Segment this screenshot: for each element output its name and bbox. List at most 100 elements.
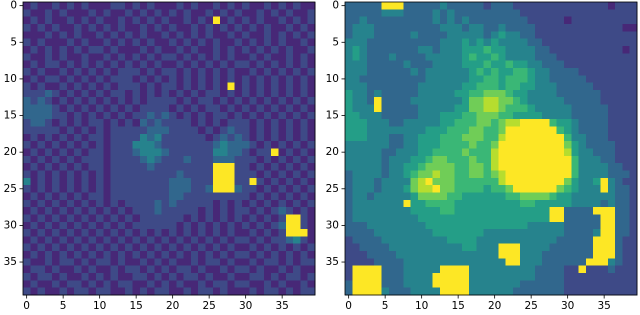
heatmap-cell [528, 258, 536, 266]
heatmap-cell [367, 61, 375, 69]
heatmap-cell [418, 39, 426, 47]
heatmap-cell [227, 163, 235, 171]
heatmap-cell [367, 192, 375, 200]
heatmap-cell [630, 31, 638, 39]
heatmap-cell [564, 2, 572, 10]
heatmap-cell [528, 170, 536, 178]
heatmap-cell [389, 61, 397, 69]
heatmap-cell [293, 97, 301, 105]
heatmap-cell [352, 251, 360, 259]
heatmap-cell [293, 46, 301, 54]
heatmap-cell [608, 244, 616, 252]
heatmap-cell [300, 149, 308, 157]
heatmap-cell [608, 53, 616, 61]
heatmap-cell [586, 170, 594, 178]
heatmap-cell [279, 244, 287, 252]
heatmap-cell [242, 134, 250, 142]
heatmap-cell [593, 207, 601, 215]
heatmap-cell [140, 207, 148, 215]
heatmap-cell [111, 258, 119, 266]
heatmap-cell [162, 9, 170, 17]
heatmap-cell [360, 134, 368, 142]
heatmap-cell [425, 200, 433, 208]
heatmap-cell [455, 134, 463, 142]
heatmap-cell [213, 288, 221, 296]
heatmap-cell [220, 251, 228, 259]
heatmap-cell [169, 97, 177, 105]
heatmap-cell [96, 90, 104, 98]
heatmap-cell [425, 61, 433, 69]
heatmap-cell [249, 39, 257, 47]
heatmap-cell [264, 251, 272, 259]
heatmap-cell [140, 105, 148, 113]
heatmap-cell [45, 46, 53, 54]
heatmap-cell [374, 192, 382, 200]
heatmap-cell [586, 244, 594, 252]
heatmap-cell [169, 185, 177, 193]
heatmap-cell [30, 185, 38, 193]
heatmap-cell [38, 61, 46, 69]
heatmap-cell [469, 134, 477, 142]
heatmap-cell [147, 200, 155, 208]
heatmap-cell [491, 163, 499, 171]
heatmap-cell [403, 134, 411, 142]
heatmap-cell [382, 61, 390, 69]
heatmap-cell [506, 229, 514, 237]
heatmap-cell [286, 192, 294, 200]
heatmap-cell [60, 214, 68, 222]
heatmap-cell [191, 207, 199, 215]
heatmap-cell [227, 200, 235, 208]
heatmap-cell [528, 83, 536, 91]
heatmap-cell [520, 68, 528, 76]
heatmap-cell [425, 258, 433, 266]
heatmap-cell [389, 236, 397, 244]
heatmap-cell [140, 90, 148, 98]
heatmap-cell [198, 200, 206, 208]
heatmap-cell [542, 251, 550, 259]
heatmap-cell [293, 90, 301, 98]
heatmap-cell [300, 273, 308, 281]
heatmap-cell [133, 112, 141, 120]
heatmap-cell [74, 141, 82, 149]
heatmap-cell [23, 24, 31, 32]
heatmap-cell [557, 229, 565, 237]
heatmap-cell [300, 90, 308, 98]
heatmap-cell [271, 17, 279, 25]
heatmap-cell [491, 178, 499, 186]
heatmap-cell [542, 236, 550, 244]
heatmap-cell [133, 61, 141, 69]
heatmap-cell [38, 127, 46, 135]
heatmap-cell [169, 119, 177, 127]
heatmap-cell [630, 178, 638, 186]
heatmap-cell [360, 266, 368, 274]
heatmap-cell [271, 244, 279, 252]
heatmap-cell [38, 134, 46, 142]
heatmap-cell [564, 222, 572, 230]
heatmap-cell [111, 280, 119, 288]
heatmap-cell [227, 112, 235, 120]
heatmap-cell [242, 222, 250, 230]
heatmap-cell [103, 112, 111, 120]
heatmap-cell [213, 207, 221, 215]
heatmap-cell [579, 222, 587, 230]
heatmap-cell [23, 46, 31, 54]
heatmap-cell [264, 229, 272, 237]
heatmap-cell [30, 83, 38, 91]
heatmap-cell [374, 163, 382, 171]
heatmap-cell [535, 68, 543, 76]
heatmap-cell [169, 149, 177, 157]
heatmap-cell [462, 266, 470, 274]
heatmap-cell [300, 156, 308, 164]
heatmap-cell [542, 2, 550, 10]
heatmap-cell [154, 141, 162, 149]
heatmap-cell [549, 288, 557, 296]
heatmap-cell [549, 105, 557, 113]
heatmap-cell [293, 266, 301, 274]
heatmap-cell [513, 31, 521, 39]
heatmap-cell [30, 273, 38, 281]
heatmap-cell [140, 134, 148, 142]
heatmap-cell [535, 222, 543, 230]
heatmap-cell [60, 178, 68, 186]
heatmap-cell [411, 68, 419, 76]
heatmap-cell [498, 17, 506, 25]
